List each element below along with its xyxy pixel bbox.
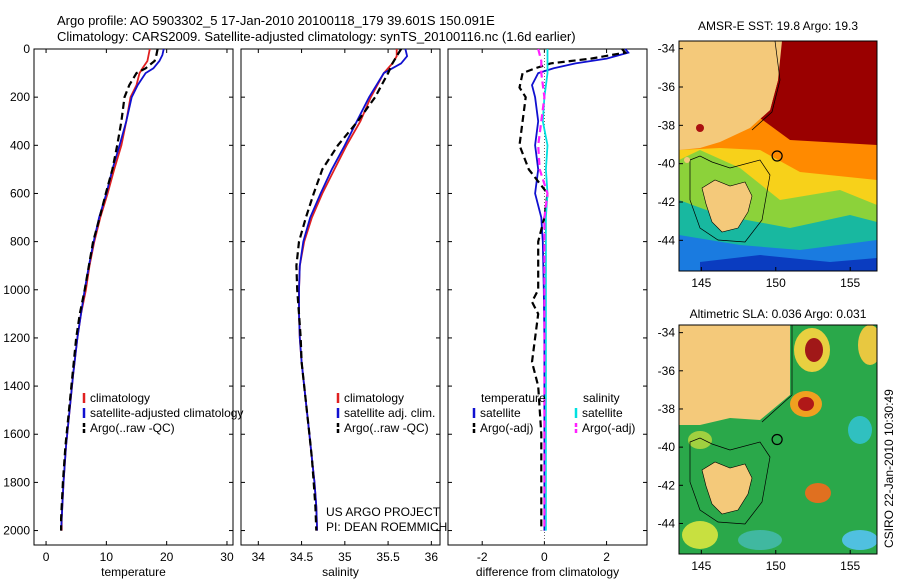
map-x-tick-label: 150 [766,276,786,290]
legend-label: climatology [90,391,150,405]
legend-label: satellite adj. clim. [344,406,435,420]
x-tick-label: 35.5 [376,550,400,564]
sla-blob-5 [688,431,712,449]
sla-map-profile-marker [771,433,783,446]
sla-mainland [679,325,790,425]
sst-map-frame [678,40,878,272]
sst-island [684,157,690,163]
x-tick-label: 34 [252,550,266,564]
sst-map-title: AMSR-E SST: 19.8 Argo: 19.3 [698,19,858,33]
legend-header-temperature: temperature [481,391,546,405]
x-tick-label: 36 [425,550,439,564]
sla-blob-1-core [805,338,823,362]
map-x-tick-label: 145 [691,559,711,573]
salinity-panel-axes [240,48,441,546]
y-tick-label: 200 [10,90,30,104]
sla-blob-9 [738,530,782,550]
difference-panel-series-temp-argo [518,48,628,531]
map-y-tick-label: -44 [658,233,676,247]
map-y-tick-label: -44 [658,516,676,530]
map-x-tick-label: 145 [691,276,711,290]
sla-blob-4 [858,325,877,365]
sla-map [679,325,877,554]
sla-coast-contour [761,325,793,423]
legend-label: Argo(-adj) [582,421,635,435]
sst-tasmania [701,179,753,233]
sla-map-frame [678,324,878,555]
sst-mainland [679,41,778,150]
sst-coast-contour [751,41,781,131]
x-axis-label: temperature [101,565,166,579]
y-tick-label: 1400 [3,379,30,393]
legend-label: satellite [582,406,623,420]
sla-blob-7 [682,521,718,549]
sst-map [679,41,877,271]
difference-panel-series-temp-satellite [531,48,630,531]
x-tick-label: 0 [43,550,50,564]
x-tick-label: 0 [541,550,548,564]
sla-blob-8 [842,530,877,550]
map-y-tick-label: -38 [658,402,676,416]
x-tick-label: -2 [477,550,488,564]
figure-title-line2: Climatology: CARS2009. Satellite-adjuste… [57,29,576,44]
legend-label: satellite [480,406,521,420]
legend-label: satellite-adjusted climatology [90,406,243,420]
y-tick-label: 1200 [3,331,30,345]
sla-map-title: Altimetric SLA: 0.036 Argo: 0.031 [690,307,867,321]
sla-blob-6 [848,416,872,444]
sst-map-profile-marker [771,150,783,162]
difference-panel-axes [447,48,648,546]
x-axis-label: salinity [322,565,359,579]
x-axis-label: difference from climatology [476,565,619,579]
y-tick-label: 1600 [3,427,30,441]
y-tick-label: 1000 [3,283,30,297]
x-tick-label: 35 [338,550,352,564]
x-tick-label: 2 [603,550,610,564]
map-y-tick-label: -42 [658,478,676,492]
map-y-tick-label: -34 [658,42,676,56]
sst-hotspot [696,124,704,132]
figure-title-line1: Argo profile: AO 5903302_5 17-Jan-2010 2… [57,13,495,28]
map-y-tick-label: -36 [658,364,676,378]
map-y-tick-label: -38 [658,118,676,132]
difference-panel-series-sal-argo [537,48,549,531]
sla-blob-3 [805,483,831,503]
y-tick-label: 800 [10,235,30,249]
temperature-panel-axes [33,48,234,546]
x-tick-label: 10 [100,550,114,564]
y-tick-label: 600 [10,186,30,200]
map-x-tick-label: 155 [840,559,860,573]
sst-shelf-contour [689,155,771,243]
y-tick-label: 400 [10,138,30,152]
map-y-tick-label: -34 [658,326,676,340]
legend-label: Argo(..raw -QC) [344,421,429,435]
salinity-panel-series-argo [295,48,403,531]
map-y-tick-label: -40 [658,440,676,454]
y-tick-label: 0 [23,42,30,56]
temperature-panel-series-argo [60,48,159,531]
map-y-tick-label: -42 [658,195,676,209]
map-y-tick-label: -36 [658,80,676,94]
sla-tasmania [701,461,753,515]
y-tick-label: 2000 [3,524,30,538]
sla-shelf-contour [689,437,771,525]
x-tick-label: 30 [220,550,234,564]
project-annotation-line2: PI: DEAN ROEMMICH [326,520,447,534]
sst-band-darkblue [700,255,877,271]
legend-header-salinity: salinity [583,391,620,405]
credit-text: CSIRO 22-Jan-2010 10:30:49 [882,389,896,548]
legend-label: Argo(-adj) [480,421,533,435]
sla-blob-2-core [798,397,814,411]
map-x-tick-label: 150 [766,559,786,573]
y-tick-label: 1800 [3,475,30,489]
project-annotation-line1: US ARGO PROJECT [326,505,441,519]
legend-label: Argo(..raw -QC) [90,421,175,435]
x-tick-label: 34.5 [290,550,314,564]
map-x-tick-label: 155 [840,276,860,290]
legend-label: climatology [344,391,404,405]
map-y-tick-label: -40 [658,157,676,171]
x-tick-label: 20 [160,550,174,564]
